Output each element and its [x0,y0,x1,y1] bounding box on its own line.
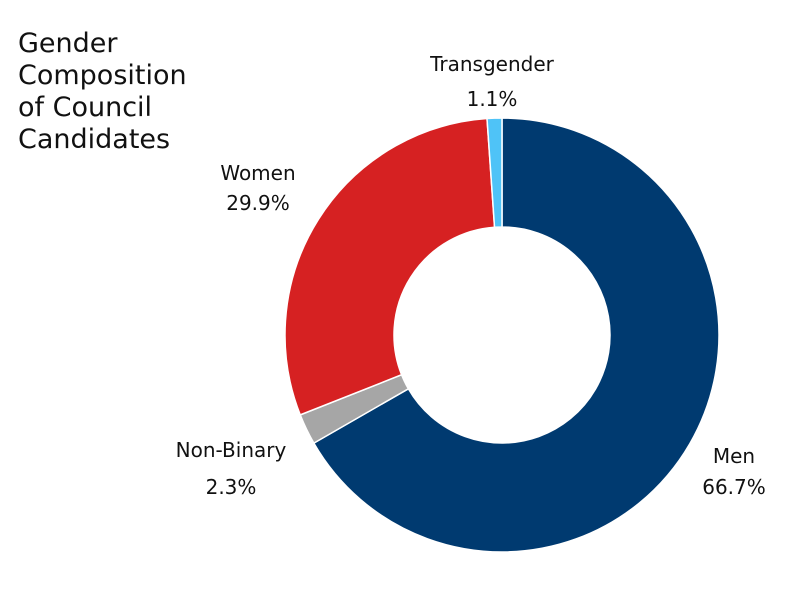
donut-slice-women [284,117,496,416]
slice-label-value: 2.3% [206,475,257,499]
slice-label-name: Transgender [429,52,555,76]
labels-layer: Transgender 1.1% Women 29.9% Non-Binary … [176,52,766,499]
donut-slice-transgender [486,117,503,229]
slice-label-name: Men [713,444,755,468]
slice-label-name: Women [220,161,295,185]
chart-title: Gender Composition of Council Candidates [18,28,187,155]
slice-label-name: Non-Binary [176,438,287,462]
slices-layer [284,117,720,553]
slice-label-value: 66.7% [702,475,766,499]
donut-slice-men [312,117,720,553]
slice-label-value: 1.1% [467,87,518,111]
slice-label-value: 29.9% [226,191,290,215]
